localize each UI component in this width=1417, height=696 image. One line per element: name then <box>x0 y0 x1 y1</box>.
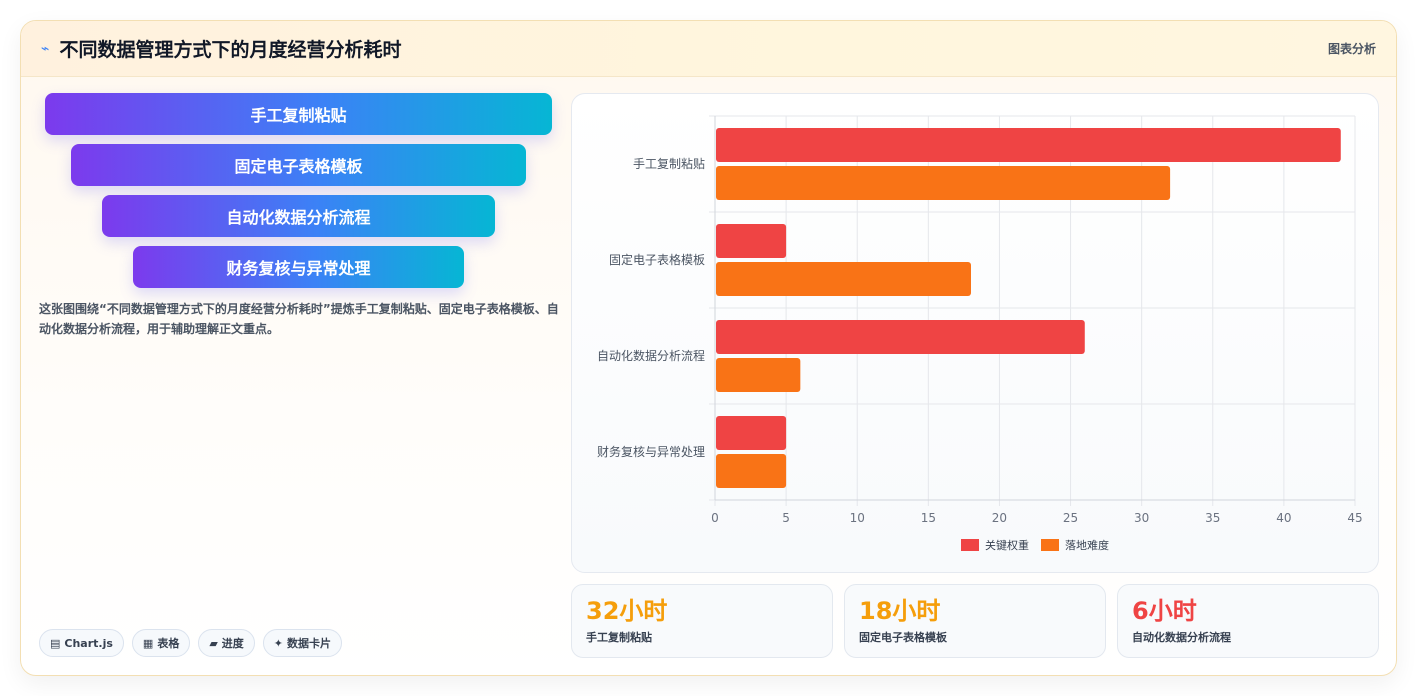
y-tick-label: 手工复制粘贴 <box>633 156 705 171</box>
legend-label: 关键权重 <box>985 538 1029 552</box>
page-title: 不同数据管理方式下的月度经营分析耗时 <box>59 39 402 61</box>
x-tick-label: 0 <box>711 511 719 525</box>
stat-card-2: 18小时 固定电子表格模板 <box>844 584 1106 658</box>
tag-label: 表格 <box>157 637 180 650</box>
tag-label: 进度 <box>221 637 244 650</box>
tag-table[interactable]: ▦ 表格 <box>131 629 191 657</box>
table-icon: ▦ <box>142 636 154 650</box>
y-tick-label: 自动化数据分析流程 <box>597 348 705 363</box>
stat-value: 18小时 <box>859 597 941 625</box>
bar-chart-panel: 0 5 10 15 20 25 30 35 40 45 手工复制粘贴固定电子表格模板自动化数据分析流… <box>571 93 1379 573</box>
stat-label: 自动化数据分析流程 <box>1132 631 1231 644</box>
x-tick-label: 40 <box>1276 511 1291 525</box>
legend-swatch <box>1041 539 1059 551</box>
bar <box>716 128 1341 162</box>
tag-chartjs[interactable]: ▤ Chart.js <box>39 629 124 657</box>
funnel-step-3: 自动化数据分析流程 <box>102 195 495 237</box>
tag-label: Chart.js <box>64 636 113 650</box>
x-tick-label: 45 <box>1347 511 1362 525</box>
bar <box>716 320 1085 354</box>
analysis-card: ⌁ 不同数据管理方式下的月度经营分析耗时 图表分析 手工复制粘贴 固定电子表格模… <box>20 20 1397 676</box>
stat-value: 6小时 <box>1132 597 1197 625</box>
funnel-step-1: 手工复制粘贴 <box>45 93 552 135</box>
bar <box>716 358 801 392</box>
bar-chart: 0 5 10 15 20 25 30 35 40 45 手工复制粘贴固定电子表格模板自动化数据分析流… <box>597 115 1363 552</box>
stat-card-1: 32小时 手工复制粘贴 <box>571 584 833 658</box>
funnel-step-2: 固定电子表格模板 <box>71 144 526 186</box>
chart-icon: ▤ <box>50 636 61 650</box>
stat-label: 手工复制粘贴 <box>586 631 652 644</box>
stat-card-3: 6小时 自动化数据分析流程 <box>1117 584 1379 658</box>
x-tick-label: 5 <box>782 511 790 525</box>
card-header: ⌁ 不同数据管理方式下的月度经营分析耗时 图表分析 <box>21 21 1396 77</box>
stat-value: 32小时 <box>586 597 668 625</box>
bar <box>716 454 787 488</box>
legend-swatch <box>961 539 979 551</box>
bar <box>716 166 1171 200</box>
legend-label: 落地难度 <box>1065 538 1109 552</box>
x-tick-label: 15 <box>921 511 936 525</box>
sparkle-icon: ✦ <box>273 636 284 650</box>
x-tick-label: 30 <box>1134 511 1149 525</box>
title-group: ⌁ 不同数据管理方式下的月度经营分析耗时 <box>41 35 401 62</box>
bar <box>716 262 971 296</box>
x-tick-label: 10 <box>850 511 865 525</box>
y-tick-label: 固定电子表格模板 <box>609 252 705 267</box>
tag-data-card[interactable]: ✦ 数据卡片 <box>262 629 343 657</box>
bar <box>716 224 787 258</box>
x-tick-label: 35 <box>1205 511 1220 525</box>
progress-icon: ▰ <box>209 636 218 650</box>
tag-label: 数据卡片 <box>287 637 332 650</box>
tag-list: ▤ Chart.js ▦ 表格 ▰ 进度 ✦ 数据卡片 <box>39 629 343 657</box>
stat-cards: 32小时 手工复制粘贴 18小时 固定电子表格模板 6小时 自动化数据分析流程 <box>571 584 1379 658</box>
stat-label: 固定电子表格模板 <box>859 631 947 644</box>
y-tick-label: 财务复核与异常处理 <box>597 444 705 459</box>
trend-icon: ⌁ <box>41 40 50 57</box>
chart-description: 这张图围绕“不同数据管理方式下的月度经营分析耗时”提炼手工复制粘贴、固定电子表格… <box>39 302 559 336</box>
x-tick-label: 25 <box>1063 511 1078 525</box>
tag-progress[interactable]: ▰ 进度 <box>198 629 255 657</box>
x-tick-label: 20 <box>992 511 1007 525</box>
bar <box>716 416 787 450</box>
funnel-step-4: 财务复核与异常处理 <box>133 246 464 288</box>
chart-analysis-tag: 图表分析 <box>1327 42 1376 56</box>
